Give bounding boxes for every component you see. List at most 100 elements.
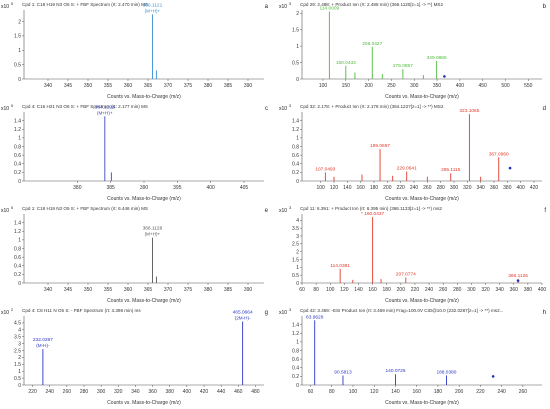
x-tick-label: 100 [319, 83, 328, 89]
x-tick-label: 260 [63, 389, 72, 395]
x-axis-label: Counts vs. Mass-to-Charge (m/z) [385, 196, 459, 202]
x-tick-label: 380 [524, 287, 533, 293]
x-tick-label: 180 [383, 287, 392, 293]
y-tick-label: 2 [18, 355, 21, 361]
x-tick-label: 350 [84, 287, 93, 293]
x-tick-label: 380 [204, 83, 213, 89]
panel-letter: g [265, 310, 268, 316]
peak-label: 107.0493 [315, 166, 335, 172]
x-tick-label: 500 [501, 83, 510, 89]
x-tick-label: 390 [140, 185, 149, 191]
peak-label: 63.9626 [306, 314, 324, 320]
x-tick-label: 360 [490, 185, 499, 191]
y-tick-label: 3.5 [14, 335, 21, 341]
x-axis-label: Counts vs. Mass-to-Charge (m/z) [385, 298, 459, 304]
y-tick-label: 4 [296, 218, 299, 224]
peak-label: 189.0697 [370, 143, 390, 149]
y-tick-label: 0.5 [14, 62, 21, 68]
y-tick-label: 0.6 [14, 255, 21, 261]
y-tick-label: 1.4 [292, 322, 299, 328]
peak-ion-label: (M+H)+ [145, 8, 161, 13]
precursor-marker [443, 75, 446, 78]
peak-label: 295.1115 [441, 167, 461, 173]
x-tick-label: 400 [183, 389, 192, 395]
x-tick-label: 80 [329, 389, 335, 395]
x-axis-label: Counts vs. Mass-to-Charge (m/z) [107, 196, 181, 202]
y-tick-label: 0.2 [292, 170, 299, 176]
y-tick-label: 1 [18, 136, 21, 142]
panel-letter: c [265, 106, 268, 112]
y-scale-exponent: 3 [289, 2, 291, 6]
spectrum-panel-d: Cpd 32: 2.178: + Product Ion (rt: 2.178 … [278, 102, 550, 203]
y-tick-label: 1 [296, 340, 299, 346]
x-tick-label: 400 [456, 83, 465, 89]
y-tick-label: 1 [18, 238, 21, 244]
peak-label: 150.0433 [336, 60, 356, 66]
x-tick-label: 220 [476, 389, 485, 395]
x-tick-label: 450 [479, 83, 488, 89]
x-tick-label: 320 [481, 287, 490, 293]
y-tick-label: 1.5 [292, 257, 299, 263]
y-tick-label: 0 [18, 281, 21, 287]
x-tick-label: 220 [396, 185, 405, 191]
x-tick-label: 420 [200, 389, 209, 395]
y-tick-label: 0.5 [292, 273, 299, 279]
y-tick-label: 1.5 [14, 34, 21, 40]
spectrum-title: Cpd 11: 6.391: + Product Ion (rt: 6.395 … [300, 206, 442, 211]
panel-letter: h [543, 310, 546, 316]
y-scale-factor: x10 [1, 310, 9, 316]
spectrum-plot-h: Cpd 42: 3.469: -ESI Product Ion (rt: 3.4… [279, 308, 546, 406]
peak-label: 366.1121 [143, 2, 163, 8]
y-scale-factor: x10 [1, 208, 9, 214]
x-tick-label: 160 [356, 185, 365, 191]
y-tick-label: 0.5 [14, 376, 21, 382]
y-tick-label: 2.5 [14, 348, 21, 354]
panel-letter: a [265, 4, 269, 10]
x-tick-label: 220 [411, 287, 420, 293]
spectrum-panel-f: Cpd 11: 6.391: + Product Ion (rt: 6.395 … [278, 204, 550, 305]
x-tick-label: 260 [519, 389, 528, 395]
peak-label: 188.0380 [436, 370, 456, 376]
precursor-marker [508, 166, 512, 170]
x-tick-label: 380 [166, 389, 175, 395]
x-axis-label: Counts vs. Mass-to-Charge (m/z) [107, 94, 181, 100]
x-tick-label: 360 [124, 287, 133, 293]
spectrum-panel-a: Cpd 1: C18 H19 N3 O5 S: + FBF Spectrum (… [0, 0, 272, 101]
spectrum-plot-a: Cpd 1: C18 H19 N3 O5 S: + FBF Spectrum (… [1, 2, 269, 100]
peak-label: 349.0866 [427, 55, 447, 61]
y-scale-factor: x10 [279, 208, 287, 214]
x-tick-label: 380 [503, 185, 512, 191]
y-tick-label: 0 [296, 281, 299, 287]
peak-label: 90.5813 [334, 370, 352, 376]
x-tick-label: 180 [434, 389, 443, 395]
x-tick-label: 385 [224, 83, 233, 89]
y-tick-label: 0.4 [292, 162, 299, 168]
panel-letter: d [543, 106, 546, 112]
y-scale-factor: x10 [1, 4, 9, 10]
x-tick-label: 385 [224, 287, 233, 293]
peak-label: 114.0009 [320, 6, 340, 12]
y-tick-label: 1.2 [14, 127, 21, 133]
x-tick-label: 100 [349, 389, 358, 395]
x-axis-label: Counts vs. Mass-to-Charge (m/z) [107, 400, 181, 406]
spectrum-panel-b: Cpd 29: 2.488: + Product Ion (rt: 2.488 … [278, 0, 550, 101]
y-tick-label: 1.4 [14, 118, 21, 124]
y-tick-label: 0.8 [14, 144, 21, 150]
y-tick-label: 0.2 [14, 272, 21, 278]
x-tick-label: 460 [234, 389, 243, 395]
x-tick-label: 250 [387, 83, 396, 89]
y-tick-label: 0.6 [14, 153, 21, 159]
x-tick-label: 200 [455, 389, 464, 395]
x-tick-label: 390 [244, 83, 253, 89]
x-tick-label: 375 [184, 287, 193, 293]
y-tick-label: 1.4 [14, 220, 21, 226]
x-tick-label: 400 [516, 185, 525, 191]
y-tick-label: 0 [296, 383, 299, 389]
y-tick-label: 1 [296, 136, 299, 142]
spectrum-plot-e: Cpd 1: C18 H19 N3 O5 S: + FBF Spectrum (… [1, 206, 269, 304]
x-tick-label: 350 [84, 83, 93, 89]
y-tick-label: 1 [18, 48, 21, 54]
x-tick-label: 140 [354, 287, 363, 293]
y-tick-label: 0.5 [292, 60, 299, 66]
x-tick-label: 365 [144, 83, 153, 89]
